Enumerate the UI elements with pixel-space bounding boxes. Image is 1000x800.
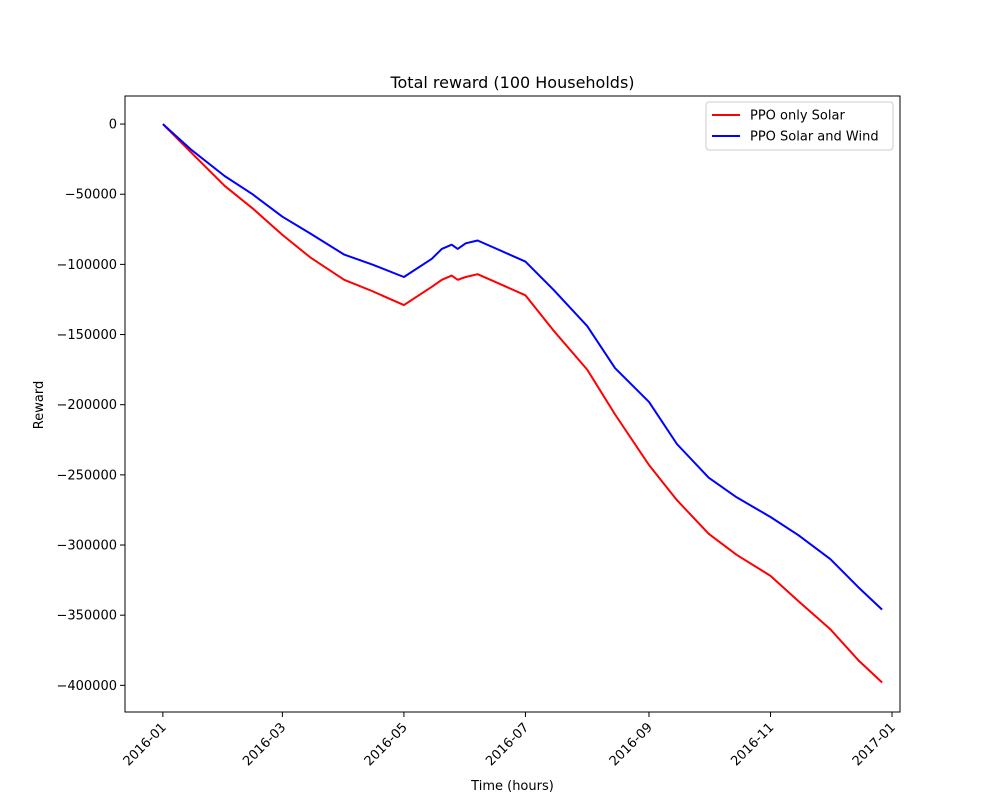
y-tick-label: −350000 [56,609,117,624]
series-line-2 [162,123,883,611]
y-tick-label: 0 [109,118,117,133]
legend: PPO only Solar PPO Solar and Wind [705,101,894,151]
plot-area [124,95,901,713]
y-tick-label: −250000 [56,468,117,483]
legend-frame [705,101,894,151]
series-layer [162,123,883,684]
y-tick-label: −50000 [65,188,117,203]
axes-frame [124,95,901,713]
chart-title: Total reward (100 Households) [389,73,634,92]
y-axis-label: Reward [32,381,47,429]
legend-label-2: PPO Solar and Wind [750,130,879,145]
y-tick-label: −200000 [56,398,117,413]
y-tick-label: −150000 [56,328,117,343]
y-tick-label: −300000 [56,539,117,554]
legend-label-1: PPO only Solar [750,109,845,124]
y-tick-label: −100000 [56,258,117,273]
x-axis-label: Time (hours) [470,779,554,794]
y-tick-label: −400000 [56,679,117,694]
series-line-1 [162,123,883,684]
y-axis: 0 −50000 −100000 −150000 −200000 −250000 −3000… [56,118,125,694]
